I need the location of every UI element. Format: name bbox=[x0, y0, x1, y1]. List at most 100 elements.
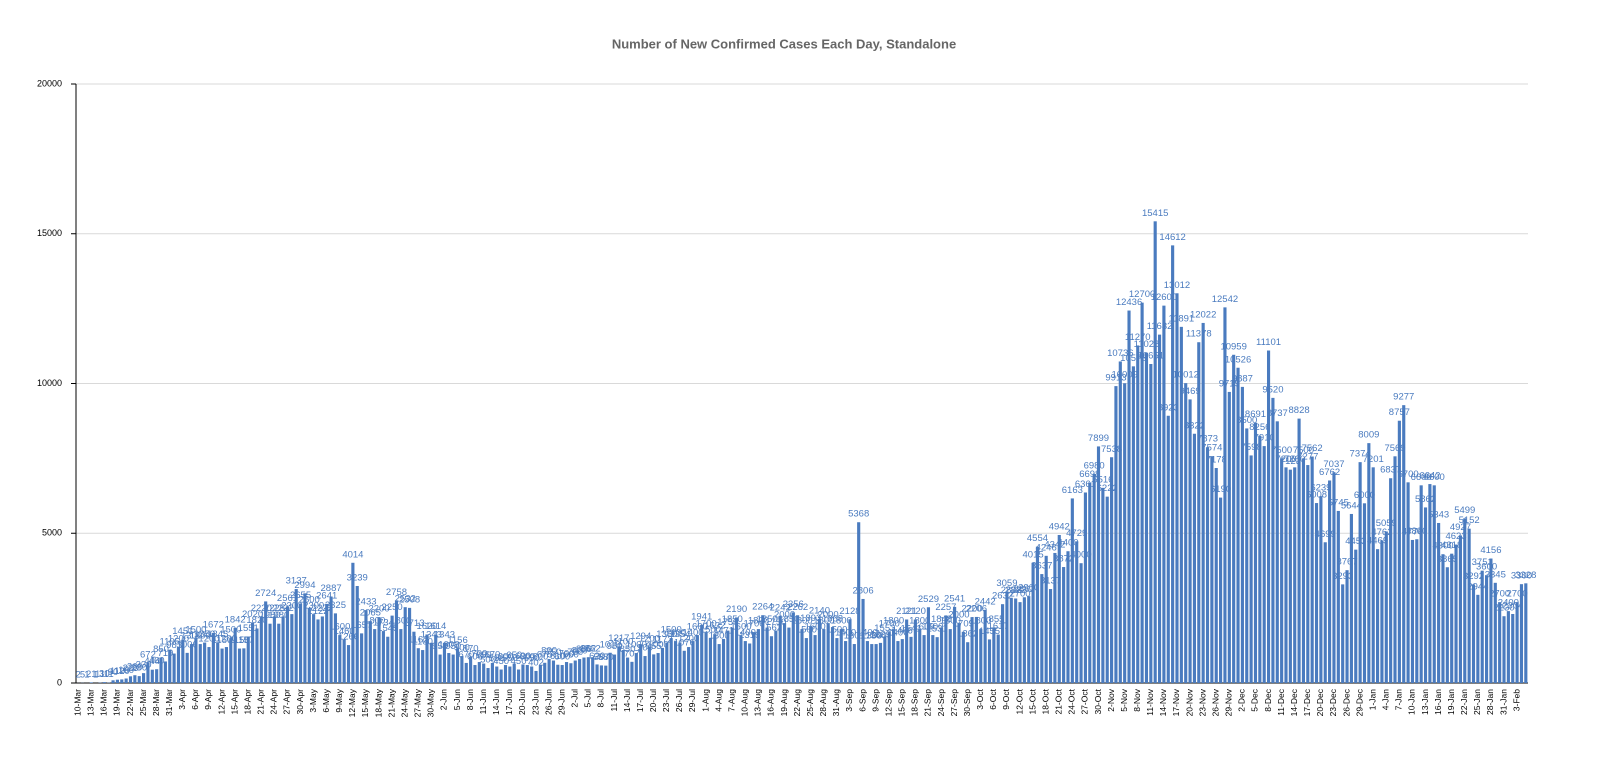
bar bbox=[1070, 498, 1074, 683]
x-tick-label: 17-Nov bbox=[1171, 688, 1181, 716]
x-tick-label: 28-Mar bbox=[151, 689, 161, 716]
bar bbox=[1249, 455, 1253, 683]
bar bbox=[1035, 546, 1040, 683]
bar bbox=[1166, 415, 1170, 683]
data-label: 7873 bbox=[1197, 434, 1218, 445]
bar bbox=[1040, 574, 1044, 683]
data-label: 1800 bbox=[748, 616, 769, 627]
bar bbox=[1480, 570, 1484, 683]
data-label: 1466 bbox=[892, 626, 913, 637]
bar bbox=[1314, 503, 1319, 683]
bar bbox=[320, 616, 324, 683]
bar bbox=[1044, 555, 1048, 683]
bar bbox=[1511, 613, 1515, 683]
data-label: 1339 bbox=[870, 629, 891, 640]
bar bbox=[669, 638, 673, 683]
bar bbox=[1519, 584, 1524, 683]
bar bbox=[1397, 420, 1401, 683]
data-label: 1713 bbox=[403, 618, 424, 629]
data-label: 1105 bbox=[160, 636, 180, 647]
data-label: 12600 bbox=[1151, 292, 1177, 303]
bar bbox=[1266, 350, 1271, 683]
data-label: 700 bbox=[559, 649, 575, 660]
data-label: 2325 bbox=[325, 600, 346, 611]
data-label: 7910 bbox=[1254, 433, 1275, 444]
bar bbox=[464, 662, 468, 683]
x-tick-label: 22-Mar bbox=[125, 689, 135, 716]
data-label: 1734 bbox=[373, 618, 394, 629]
data-label: 2500 bbox=[299, 595, 320, 606]
bar bbox=[390, 615, 394, 683]
bar bbox=[312, 614, 316, 683]
data-label: 1632 bbox=[704, 621, 725, 632]
data-label: 11270 bbox=[1125, 332, 1151, 343]
bar bbox=[560, 665, 564, 683]
bar bbox=[142, 673, 146, 683]
bar bbox=[102, 682, 106, 683]
data-label: 700 bbox=[471, 649, 487, 660]
data-label: 2206 bbox=[966, 603, 987, 614]
bar bbox=[1489, 558, 1493, 683]
x-tick-label: 16-Jan bbox=[1433, 689, 1443, 715]
bar bbox=[848, 619, 852, 683]
bar bbox=[1406, 482, 1410, 683]
x-tick-label: 10-Mar bbox=[72, 689, 82, 716]
data-label: 750 bbox=[546, 647, 562, 658]
data-label: 1500 bbox=[185, 625, 206, 636]
bar bbox=[1083, 492, 1087, 683]
data-label: 3300 bbox=[1511, 571, 1532, 582]
bar bbox=[1162, 305, 1166, 683]
bar bbox=[416, 648, 420, 683]
bar bbox=[551, 660, 556, 683]
bar bbox=[1053, 552, 1057, 683]
bar bbox=[931, 635, 935, 683]
data-label: 1551 bbox=[238, 623, 259, 634]
x-tick-label: 2-Nov bbox=[1106, 688, 1116, 711]
data-label: 4776 bbox=[1402, 526, 1423, 537]
x-tick-label: 1-Aug bbox=[700, 689, 710, 712]
bar bbox=[996, 634, 1000, 683]
bar bbox=[198, 644, 202, 683]
data-label: 2220 bbox=[251, 603, 272, 614]
bar bbox=[1136, 345, 1140, 683]
bar bbox=[608, 652, 612, 683]
bar bbox=[89, 682, 93, 683]
data-label: 7500 bbox=[1271, 445, 1292, 456]
data-label: 1300 bbox=[190, 631, 211, 642]
bar bbox=[1184, 383, 1188, 683]
x-tick-label: 26-Dec bbox=[1341, 688, 1351, 716]
data-label: 1350 bbox=[194, 629, 215, 640]
data-label: 2200 bbox=[368, 604, 389, 615]
x-tick-label: 13-Mar bbox=[86, 689, 96, 716]
data-label: 1100 bbox=[412, 637, 432, 648]
bar bbox=[517, 669, 521, 683]
bar bbox=[150, 669, 154, 683]
data-label: 2541 bbox=[944, 593, 965, 604]
bar bbox=[155, 669, 159, 683]
bar bbox=[242, 648, 246, 683]
data-label: 2700 bbox=[1009, 589, 1030, 600]
data-label: 1800 bbox=[940, 616, 961, 627]
data-label: 5343 bbox=[1428, 509, 1449, 520]
x-tick-label: 23-Nov bbox=[1197, 688, 1207, 716]
bar bbox=[1214, 468, 1218, 683]
data-label: 2758 bbox=[386, 587, 407, 598]
bar bbox=[730, 627, 734, 683]
bar bbox=[386, 636, 390, 683]
data-label: 2122 bbox=[307, 606, 328, 617]
bar bbox=[1197, 342, 1201, 683]
data-label: 1010 bbox=[600, 639, 621, 650]
bar bbox=[1005, 591, 1009, 683]
bar bbox=[115, 679, 119, 683]
data-label: 2000 bbox=[774, 610, 795, 621]
data-label: 460 bbox=[149, 656, 165, 667]
x-tick-label: 16-Mar bbox=[99, 689, 109, 716]
data-label: 2262 bbox=[787, 602, 808, 613]
bar bbox=[1319, 496, 1323, 683]
data-label: 750 bbox=[567, 647, 583, 658]
bar bbox=[970, 617, 974, 683]
data-label: 1893 bbox=[800, 613, 821, 624]
data-label: 1354 bbox=[669, 629, 690, 640]
bar bbox=[525, 665, 529, 683]
